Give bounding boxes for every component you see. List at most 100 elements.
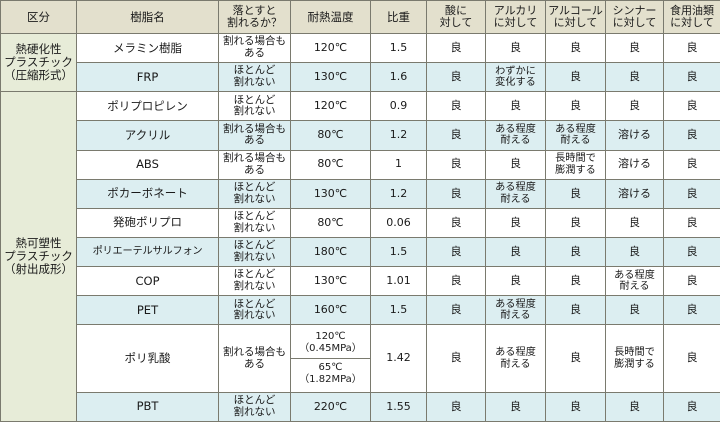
header-label-line2: 対して bbox=[439, 16, 473, 29]
header-label-line1: アルコール bbox=[548, 3, 603, 17]
acid-resistance-cell: 良 bbox=[426, 266, 486, 297]
header-label-line1: アルカリ bbox=[493, 3, 538, 17]
cell-line-2: 耐える bbox=[500, 193, 531, 205]
alkali-resistance-cell: 良 bbox=[485, 391, 546, 422]
edible-oil-resistance-cell: 良 bbox=[663, 91, 720, 122]
alkali-resistance-cell: ある程度 耐える bbox=[485, 178, 546, 209]
specific-gravity-cell: 1.5 bbox=[370, 236, 427, 268]
cell-line-2: 耐える bbox=[619, 281, 650, 293]
cell-line-2: 耐える bbox=[560, 135, 591, 147]
heat-temp-cell: 80℃ bbox=[290, 120, 371, 151]
thinner-resistance-cell: 良 bbox=[605, 207, 664, 238]
edible-oil-resistance-cell: 良 bbox=[663, 178, 720, 209]
table-row: PBT ほとんど 割れない 220℃ 1.55 良良良良良 bbox=[1, 391, 720, 422]
table-row: ポリ乳酸 割れる場合も ある 120℃ （0.45MPa） 65℃ （1.82MPa） 1.4… bbox=[1, 324, 720, 393]
header-label: 区分 bbox=[27, 9, 50, 24]
category-line-3: （射出成形） bbox=[4, 262, 73, 277]
breakability-cell: ほとんど 割れない bbox=[218, 207, 291, 238]
edible-oil-resistance-cell: 良 bbox=[663, 207, 720, 238]
resin-name-cell: ポリ乳酸 bbox=[76, 324, 219, 393]
cell-line-2: ある bbox=[244, 357, 265, 370]
cell-line-1: 長時間で bbox=[614, 347, 655, 359]
acid-resistance-cell: 良 bbox=[426, 295, 486, 326]
acid-resistance-cell: 良 bbox=[426, 120, 486, 151]
heat-temp-line-2: （1.82MPa） bbox=[299, 373, 362, 385]
heat-temp-cell: 130℃ bbox=[290, 178, 371, 209]
category-line-1: 熱硬化性 bbox=[15, 42, 62, 57]
column-header-alcohol-resistance: アルコール に対して bbox=[545, 0, 606, 34]
category-cell-thermoset: 熱硬化性 プラスチック （圧縮形式） bbox=[0, 32, 77, 93]
header-label-line2: に対して bbox=[553, 16, 598, 29]
heat-temp-cell: 220℃ bbox=[290, 391, 371, 422]
acid-resistance-cell: 良 bbox=[426, 236, 486, 268]
edible-oil-resistance-cell: 良 bbox=[663, 324, 720, 393]
cell-line-1: 割れる場合も bbox=[223, 345, 286, 358]
cell-line-1: 長時間で bbox=[555, 153, 596, 165]
thinner-resistance-cell: 溶ける bbox=[605, 149, 664, 180]
category-line-1: 熱可塑性 bbox=[15, 236, 62, 251]
specific-gravity-cell: 1.2 bbox=[370, 178, 427, 209]
breakability-cell: 割れる場合も ある bbox=[218, 149, 291, 180]
heat-temp-line-2: （0.45MPa） bbox=[299, 343, 362, 355]
resin-name-cell: ポカーボネート bbox=[76, 178, 219, 209]
column-header-category: 区分 bbox=[0, 0, 77, 34]
cell-line-1: 割れる場合も bbox=[223, 151, 286, 164]
cell-line-1: ほとんど bbox=[233, 210, 276, 223]
header-label-line2: に対して bbox=[670, 16, 714, 29]
edible-oil-resistance-cell: 良 bbox=[663, 62, 720, 93]
heat-temp-cell: 130℃ bbox=[290, 62, 371, 93]
table-row: 熱可塑性 プラスチック （射出成形） ポリプロピレン ほとんど 割れない 120℃ 0.9 良良… bbox=[0, 91, 720, 422]
breakability-cell: ほとんど 割れない bbox=[218, 62, 291, 93]
edible-oil-resistance-cell: 良 bbox=[663, 120, 720, 151]
cell-line-2: 割れない bbox=[233, 76, 276, 89]
thinner-resistance-cell: 溶ける bbox=[605, 178, 664, 209]
cell-line-2: ある bbox=[244, 134, 265, 147]
heat-temp-cell: 80℃ bbox=[290, 207, 371, 238]
cell-line-2: 膨潤する bbox=[614, 358, 655, 370]
category-line-2: プラスチック bbox=[4, 55, 73, 70]
edible-oil-resistance-cell: 良 bbox=[663, 32, 720, 64]
heat-temp-sub-1: 120℃ （0.45MPa） bbox=[291, 328, 370, 360]
cell-line-2: 割れない bbox=[233, 309, 276, 322]
heat-temp-cell: 130℃ bbox=[290, 266, 371, 297]
alcohol-resistance-cell: 良 bbox=[545, 266, 606, 297]
thinner-resistance-cell: 良 bbox=[605, 391, 664, 422]
table-body: 熱硬化性 プラスチック （圧縮形式） メラミン樹脂 割れる場合も ある 120℃ 1.5 良良良… bbox=[0, 32, 720, 422]
alkali-resistance-cell: 良 bbox=[485, 91, 546, 122]
alcohol-resistance-cell: 良 bbox=[545, 391, 606, 422]
thinner-resistance-cell: 良 bbox=[605, 91, 664, 122]
header-label-line2: に対して bbox=[612, 16, 657, 29]
alcohol-resistance-cell: 長時間で 膨潤する bbox=[545, 149, 606, 180]
cell-line-2: ある bbox=[244, 163, 265, 176]
cell-line-2: 割れない bbox=[233, 280, 276, 293]
cell-line-2: 耐える bbox=[500, 310, 531, 322]
alkali-resistance-cell: 良 bbox=[485, 207, 546, 238]
breakability-cell: ほとんど 割れない bbox=[218, 266, 291, 297]
breakability-cell: ほとんど 割れない bbox=[218, 91, 291, 122]
resin-name-cell: アクリル bbox=[76, 120, 219, 151]
cell-line-2: 割れない bbox=[233, 221, 276, 234]
breakability-cell: 割れる場合も ある bbox=[218, 324, 291, 393]
cell-line-1: ある程度 bbox=[495, 298, 536, 310]
alkali-resistance-cell: わずかに 変化する bbox=[485, 62, 546, 93]
table-row: COP ほとんど 割れない 130℃ 1.01 良良良ある程度 耐える良 bbox=[1, 266, 720, 297]
cell-line-1: ほとんど bbox=[233, 297, 276, 310]
alkali-resistance-cell: ある程度 耐える bbox=[485, 120, 546, 151]
resin-name-cell: PBT bbox=[76, 391, 219, 422]
edible-oil-resistance-cell: 良 bbox=[663, 149, 720, 180]
table-row: アクリル 割れる場合も ある 80℃ 1.2 良ある程度 耐える ある程度 耐える 溶ける良 bbox=[1, 120, 720, 151]
specific-gravity-cell: 0.06 bbox=[370, 207, 427, 238]
edible-oil-resistance-cell: 良 bbox=[663, 236, 720, 268]
resin-name-cell: ポリエーテルサルフォン bbox=[76, 236, 219, 268]
resin-name-cell: メラミン樹脂 bbox=[76, 32, 219, 64]
cell-line-1: ほとんど bbox=[233, 268, 276, 281]
breakability-cell: ほとんど 割れない bbox=[218, 178, 291, 209]
resin-name-cell: COP bbox=[76, 266, 219, 297]
specific-gravity-cell: 1.2 bbox=[370, 120, 427, 151]
cell-line-1: ある程度 bbox=[495, 347, 536, 359]
thinner-resistance-cell: 良 bbox=[605, 295, 664, 326]
heat-temp-cell: 80℃ bbox=[290, 149, 371, 180]
alcohol-resistance-cell: 良 bbox=[545, 295, 606, 326]
breakability-cell: ほとんど 割れない bbox=[218, 391, 291, 422]
